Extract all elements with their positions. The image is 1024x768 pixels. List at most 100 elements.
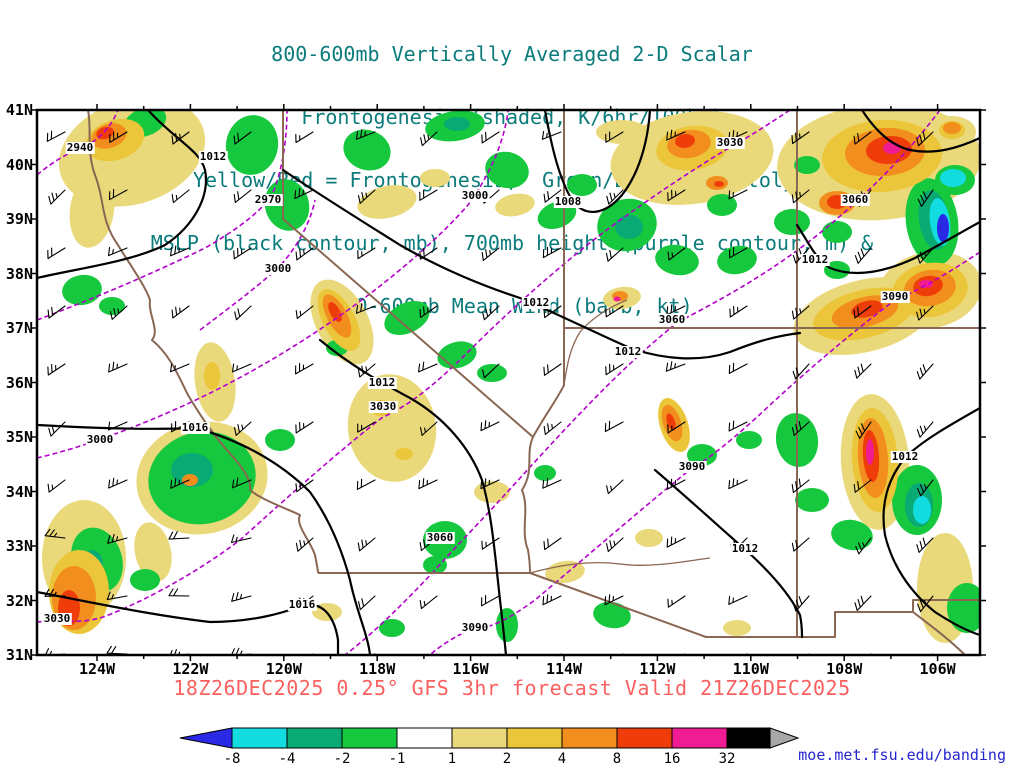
wind-barb [917, 189, 934, 207]
mslp-contour-label: 1016 [287, 598, 317, 611]
credit-link[interactable]: moe.met.fsu.edu/banding [798, 746, 1006, 764]
height-contour-label: 2970 [253, 193, 283, 206]
wind-barb [230, 647, 252, 655]
wind-barb [47, 247, 66, 260]
wind-barb [294, 188, 314, 200]
mslp-contour-label: 1012 [890, 450, 920, 463]
wind-barb [605, 305, 624, 318]
wind-barb [355, 303, 376, 314]
wind-barb [728, 595, 748, 605]
wind-barb [108, 421, 128, 431]
wind-barb [233, 189, 252, 203]
wind-barb [168, 531, 190, 540]
wind-barb [47, 479, 66, 493]
wind-barb [666, 129, 686, 141]
wind-barb [109, 131, 128, 143]
height-contour-label: 3060 [657, 313, 687, 326]
wind-barb [916, 421, 934, 438]
wind-barb [665, 361, 686, 372]
lon-label: 110W [732, 660, 769, 678]
wind-barb [541, 130, 562, 140]
height-contour-label: 3090 [677, 460, 707, 473]
lat-label: 32N [5, 591, 33, 610]
wind-barb [481, 595, 500, 607]
wind-barb [791, 131, 810, 145]
height-contour-label: 3030 [42, 612, 72, 625]
mslp-contour-label: 1012 [613, 345, 643, 358]
wind-barb [357, 247, 376, 260]
wind-barb [47, 363, 66, 376]
wind-barb [543, 189, 562, 203]
wind-barb [357, 363, 376, 378]
lat-label: 38N [5, 264, 33, 283]
lon-label: 122W [172, 660, 209, 678]
wind-barb [543, 421, 562, 435]
wind-barb [419, 247, 438, 260]
wind-barb [480, 478, 500, 490]
wind-barb [420, 131, 438, 147]
wind-barb [728, 478, 748, 490]
colorbar-tick-label: 1 [447, 751, 457, 767]
california-nevada-border [282, 110, 534, 574]
wind-barb [729, 247, 748, 259]
wind-barb [667, 595, 686, 608]
wind-barb [46, 130, 66, 142]
wind-barb [542, 594, 562, 606]
wind-barb [295, 421, 314, 434]
wind-barb [171, 305, 190, 319]
wind-barb [233, 131, 252, 145]
colorbar-tick-label: 16 [663, 751, 681, 767]
wind-barb [853, 131, 872, 145]
lon-label: 116W [452, 660, 489, 678]
height-contour-label: 3030 [368, 400, 398, 413]
wind-barb [107, 247, 128, 257]
wind-barb [47, 305, 66, 319]
lat-label: 35N [5, 428, 33, 446]
wind-barb [106, 591, 128, 601]
wind-barb [606, 479, 624, 495]
wind-barb [295, 479, 314, 493]
lat-label: 34N [5, 482, 33, 501]
wind-barb [542, 246, 562, 259]
wind-barb [230, 534, 252, 544]
wind-barb [170, 477, 190, 489]
wind-barb [233, 421, 252, 436]
wind-barb [481, 131, 500, 144]
wind-barb [606, 537, 624, 553]
mslp-contour-label: 1016 [180, 421, 210, 434]
lat-label: 41N [5, 101, 33, 119]
wind-barb [106, 645, 128, 655]
colorbar-tick-label: -1 [388, 751, 406, 767]
wind-barb [48, 421, 66, 437]
mslp-contour-label: 1012 [730, 542, 760, 555]
wind-barb [482, 305, 500, 321]
wind-barb [667, 189, 686, 202]
wind-barb [853, 479, 872, 493]
wind-barb [295, 537, 314, 552]
frontogenesis-shading-layer [42, 110, 980, 643]
colorbar-right-arrow [769, 727, 800, 749]
mslp-contour-label: 1012 [521, 296, 551, 309]
lon-label: 120W [265, 660, 302, 678]
colorbar-tick-label: -8 [223, 751, 241, 767]
wind-barb [728, 420, 748, 432]
california-coastline [87, 110, 319, 574]
wind-barb [792, 595, 810, 612]
wind-barb [854, 247, 872, 264]
wind-barb [480, 420, 500, 432]
wind-barb [604, 420, 624, 433]
wind-barb [916, 247, 934, 264]
wind-barb [234, 305, 252, 321]
wind-barb [44, 528, 66, 539]
wind-barb [108, 188, 128, 201]
colorbar-left-arrow [179, 727, 233, 749]
lon-label: 114W [545, 660, 583, 678]
wind-barb [666, 304, 686, 316]
mexico-border [318, 572, 980, 655]
wind-barb [419, 595, 438, 610]
height-contour-label: 3030 [715, 136, 745, 149]
mslp-contours-layer [37, 110, 980, 655]
wind-barb [107, 533, 128, 544]
lat-label: 33N [5, 537, 33, 555]
wind-barb [295, 131, 314, 144]
